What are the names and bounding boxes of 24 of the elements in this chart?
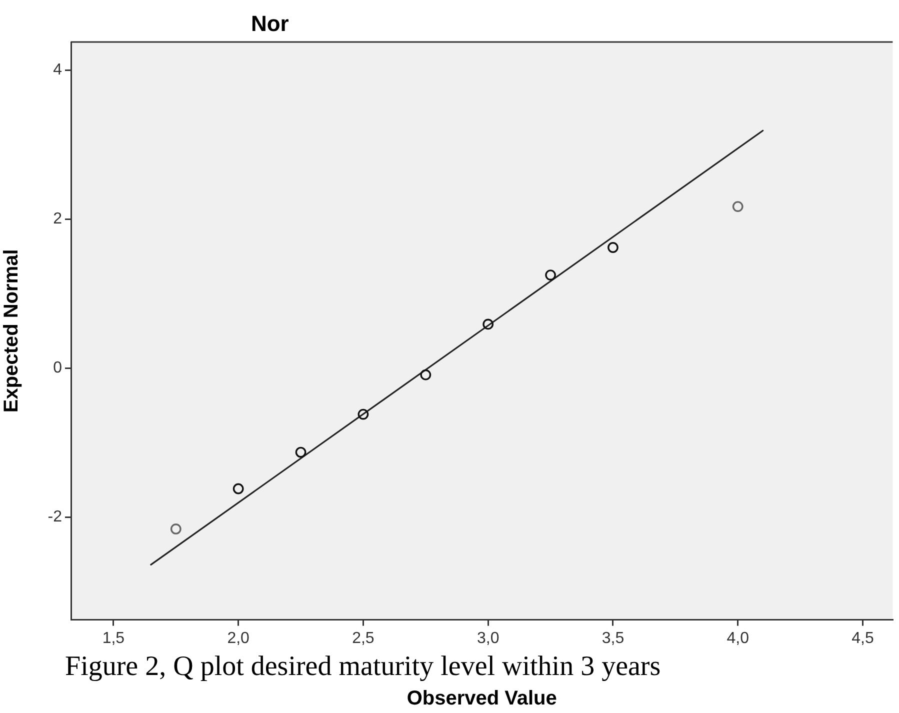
x-axis-title: Observed Value [406,688,557,710]
y-tick-label: -2 [48,508,62,526]
point [732,201,744,212]
x-tick-label: 2,5 [352,630,374,647]
y-tick-label: 0 [53,360,62,377]
point [482,318,494,330]
y-tick-label: 4 [53,62,62,79]
x-tick-label: 4,0 [726,630,750,647]
point [420,369,432,380]
y-axis-title: Expected Normal [0,249,23,413]
point [170,524,182,534]
point [232,483,244,494]
point [358,408,369,420]
x-tick-label: 1,5 [102,630,125,647]
x-tick-label: 2,0 [227,630,250,647]
y-tick-label: 2 [53,210,62,228]
point [295,446,306,458]
chart-title: Nor [250,11,290,36]
point [608,242,618,253]
x-tick-label: 3,0 [476,630,500,647]
caption: Figure 2, Q plot desired maturity level within 3 years [65,650,661,682]
x-tick-label: 3,5 [602,630,624,647]
point [545,270,556,281]
x-tick-label: 4,5 [852,630,874,647]
